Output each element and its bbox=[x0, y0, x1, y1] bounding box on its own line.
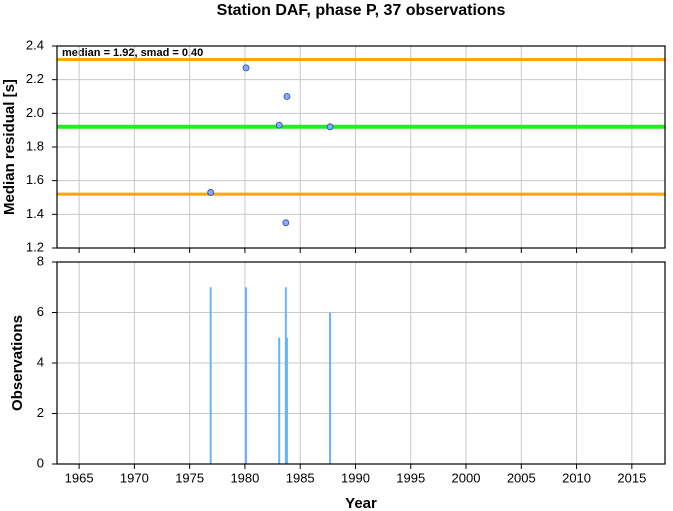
chart-title: Station DAF, phase P, 37 observations bbox=[217, 2, 506, 19]
x-tick-label: 1975 bbox=[175, 470, 204, 485]
y-tick-label: 8 bbox=[37, 253, 44, 268]
y-tick-label: 1.8 bbox=[26, 138, 44, 153]
y-tick-label: 2.0 bbox=[26, 105, 44, 120]
x-tick-label: 2005 bbox=[507, 470, 536, 485]
x-axis-label: Year bbox=[345, 495, 377, 511]
y-axis-label: Median residual [s] bbox=[1, 79, 18, 215]
data-point bbox=[282, 219, 290, 227]
y-axis-label: Observations bbox=[9, 315, 26, 411]
annotation: median = 1.92, smad = 0.40 bbox=[62, 47, 203, 59]
x-tick-label: 1980 bbox=[230, 470, 259, 485]
x-tick-label: 1995 bbox=[396, 470, 425, 485]
y-tick-label: 2.2 bbox=[26, 71, 44, 86]
y-tick-label: 1.2 bbox=[26, 239, 44, 254]
x-tick-label: 1985 bbox=[286, 470, 315, 485]
x-tick-label: 1990 bbox=[341, 470, 370, 485]
x-tick-label: 2015 bbox=[617, 470, 646, 485]
y-tick-label: 2.4 bbox=[26, 37, 44, 52]
data-point bbox=[207, 189, 215, 196]
y-tick-label: 4 bbox=[37, 354, 44, 369]
x-tick-label: 1965 bbox=[65, 470, 94, 485]
x-tick-label: 1970 bbox=[120, 470, 149, 485]
x-tick-label: 2000 bbox=[452, 470, 481, 485]
data-point bbox=[283, 93, 291, 100]
x-tick-label: 2010 bbox=[562, 470, 591, 485]
y-tick-label: 1.6 bbox=[26, 172, 44, 187]
data-point bbox=[275, 121, 283, 129]
y-tick-label: 0 bbox=[37, 455, 44, 470]
y-tick-label: 6 bbox=[37, 304, 44, 319]
y-tick-label: 2 bbox=[37, 405, 44, 420]
y-tick-label: 1.4 bbox=[26, 206, 44, 221]
plot-frame bbox=[56, 261, 666, 465]
data-point bbox=[242, 64, 250, 72]
plot-frame bbox=[56, 45, 666, 249]
data-point bbox=[326, 123, 334, 131]
